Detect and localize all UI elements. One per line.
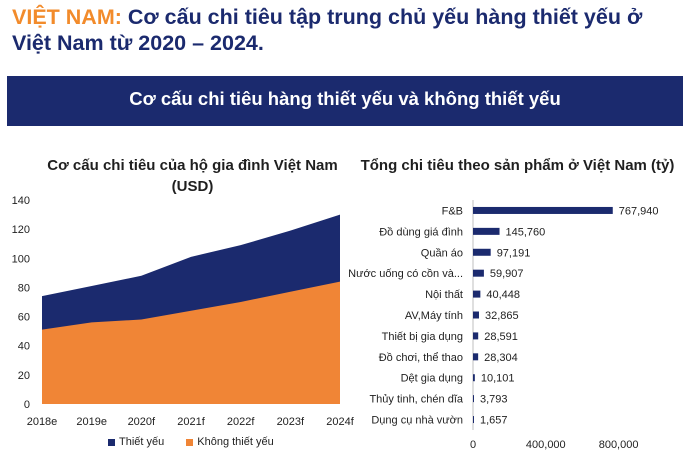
bar-value-label: 28,591 <box>484 331 518 343</box>
area-y-tick-label: 140 <box>12 195 30 207</box>
area-series-nonessential <box>42 281 340 404</box>
legend-item-nonessential: Không thiết yếu <box>186 436 274 448</box>
area-y-tick-label: 20 <box>18 370 30 382</box>
area-y-tick-label: 120 <box>12 224 30 236</box>
bar-mark <box>473 416 474 424</box>
bar-category-label: Dệt gia dụng <box>401 373 463 385</box>
bar-category-label: F&B <box>442 205 463 217</box>
title-rest: Cơ cấu chi tiêu tập trung chủ yếu hàng t… <box>12 5 643 55</box>
area-chart-legend: Thiết yếu Không thiết yếu <box>108 436 274 448</box>
legend-label-essential: Thiết yếu <box>119 436 165 448</box>
bar-category-label: Quần áo <box>421 247 463 259</box>
bar-category-label: Dụng cụ nhà vườn <box>371 415 463 427</box>
area-chart-title: Cơ cấu chi tiêu của hộ gia đình Việt Nam… <box>47 157 338 195</box>
bar-value-label: 32,865 <box>485 310 519 322</box>
bar-value-label: 767,940 <box>619 205 659 217</box>
bar-value-label: 3,793 <box>480 394 508 406</box>
bar-chart-title: Tổng chi tiêu theo sản phẩm ở Việt Nam (… <box>360 157 675 174</box>
legend-swatch-essential <box>108 438 115 446</box>
area-x-tick-label: 2020f <box>128 416 156 428</box>
area-y-tick-label: 60 <box>18 312 30 324</box>
page-title: VIỆT NAM: Cơ cấu chi tiêu tập trung chủ … <box>12 4 682 56</box>
bar-value-label: 1,657 <box>480 415 508 427</box>
bar-mark <box>473 248 491 256</box>
area-y-tick-label: 100 <box>12 253 30 265</box>
bar-mark <box>473 227 500 235</box>
bar-mark <box>473 311 479 319</box>
area-y-tick-label: 0 <box>24 399 30 411</box>
bar-mark <box>473 290 481 298</box>
area-x-tick-label: 2024f <box>326 416 354 428</box>
bar-value-label: 145,760 <box>506 226 546 238</box>
legend-item-essential: Thiết yếu <box>108 436 164 448</box>
title-accent: VIỆT NAM: <box>12 5 122 29</box>
bar-x-tick-label: 800,000 <box>599 439 639 451</box>
area-y-tick-label: 40 <box>18 341 30 353</box>
section-banner: Cơ cấu chi tiêu hàng thiết yếu và không … <box>7 76 683 126</box>
bar-x-tick-label: 0 <box>470 439 476 451</box>
bar-category-label: Nước uống có cồn và... <box>348 268 463 280</box>
area-x-tick-label: 2018e <box>27 416 58 428</box>
bar-value-label: 40,448 <box>486 289 520 301</box>
bar-category-label: Thủy tinh, chén dĩa <box>369 394 463 406</box>
bar-category-label: AV,Máy tính <box>405 310 463 322</box>
area-y-tick-label: 80 <box>18 282 30 294</box>
bar-category-label: Nội thất <box>425 289 463 301</box>
bar-x-tick-label: 400,000 <box>526 439 566 451</box>
bar-value-label: 59,907 <box>490 268 524 280</box>
bar-category-label: Đồ dùng giá đình <box>379 226 463 238</box>
bar-mark <box>473 353 479 361</box>
bar-mark <box>473 206 613 214</box>
bar-mark <box>473 374 475 382</box>
bar-mark <box>473 395 474 403</box>
area-x-tick-label: 2021f <box>177 416 205 428</box>
area-x-tick-label: 2019e <box>76 416 107 428</box>
bar-value-label: 97,191 <box>497 247 531 259</box>
bar-category-label: Thiết bị gia dụng <box>382 331 463 343</box>
bar-mark <box>473 269 484 277</box>
legend-swatch-nonessential <box>186 438 194 446</box>
bar-value-label: 28,304 <box>484 352 518 364</box>
legend-label-nonessential: Không thiết yếu <box>197 436 274 448</box>
bar-value-label: 10,101 <box>481 373 515 385</box>
bar-mark <box>473 332 479 340</box>
area-x-tick-label: 2023f <box>277 416 305 428</box>
area-x-tick-label: 2022f <box>227 416 255 428</box>
banner-text: Cơ cấu chi tiêu hàng thiết yếu và không … <box>129 88 561 109</box>
bar-category-label: Đồ chơi, thể thao <box>379 352 463 364</box>
